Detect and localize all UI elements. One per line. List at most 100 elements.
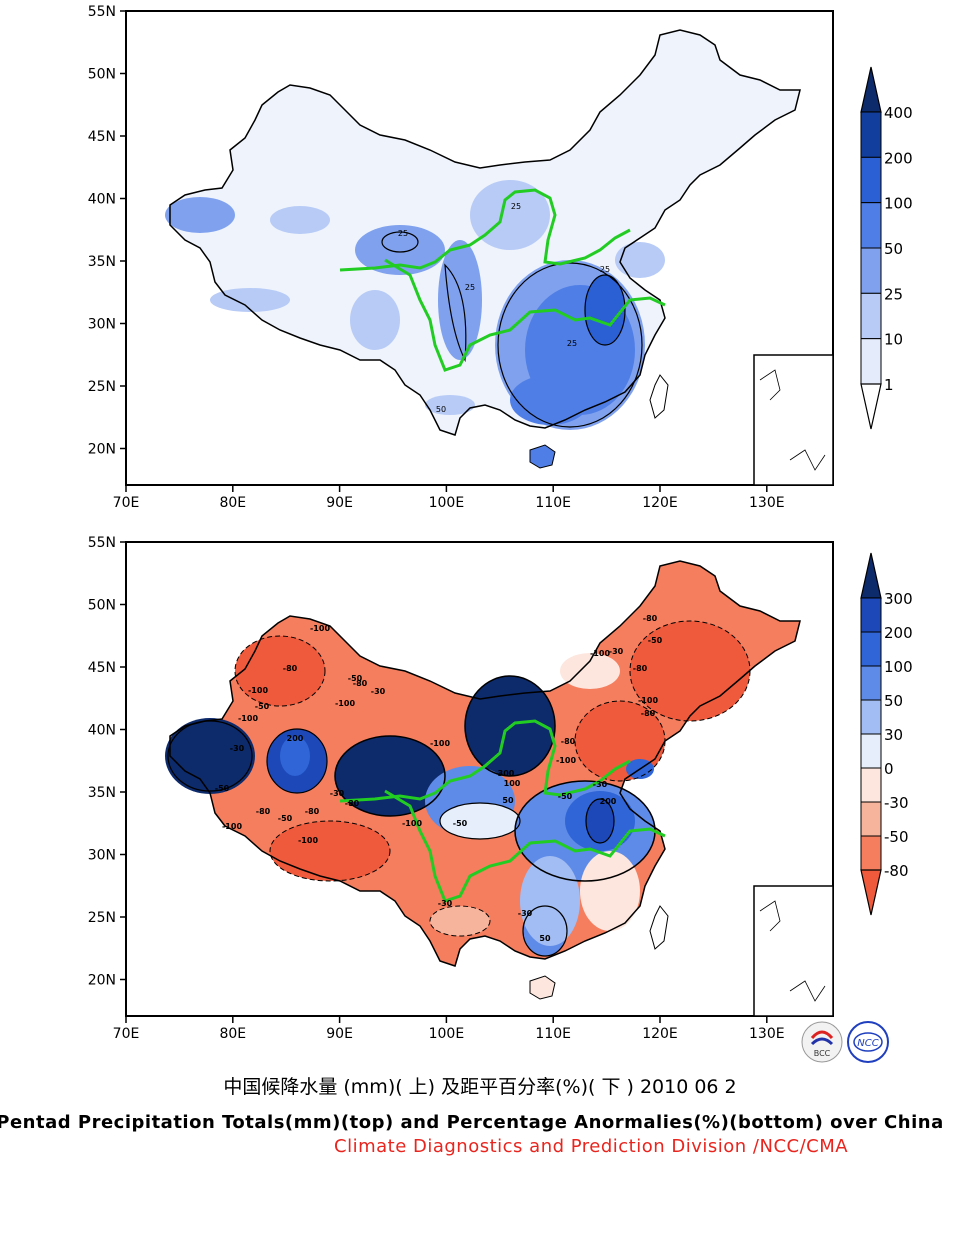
legend-label: 50	[884, 240, 903, 258]
contour-label: -80	[283, 664, 298, 673]
contour-label: 50	[539, 934, 551, 943]
legend-swatch	[860, 801, 882, 837]
contour-label: -50	[215, 784, 230, 793]
contour-label: -80	[256, 807, 271, 816]
legend-label: 200	[884, 624, 913, 642]
lon-tick-label: 70E	[113, 495, 140, 511]
legend-label: 30	[884, 726, 903, 744]
legend-label: -50	[884, 828, 909, 846]
legend-label: -80	[884, 862, 909, 880]
contour-label: -30	[593, 780, 608, 789]
lat-tick-label: 20N	[88, 973, 116, 989]
english-title: Pentad Precipitation Totals(mm)(top) and…	[0, 1112, 944, 1133]
precip-patch	[425, 395, 475, 415]
contour-label: -30	[518, 909, 533, 918]
lat-tick-label: 45N	[88, 129, 116, 145]
chinese-title: 中国候降水量 (mm)( 上) 及距平百分率(%)( 下 ) 2010 06 2	[223, 1076, 737, 1098]
contour-label: -100	[430, 739, 450, 748]
contour-label: -50	[453, 819, 468, 828]
legend-label: 100	[884, 658, 913, 676]
anomaly-patch	[335, 736, 445, 816]
legend-swatch	[860, 156, 882, 204]
contour-label: 200	[600, 797, 617, 806]
contour-label: 50	[502, 796, 514, 805]
legend-arrow-bottom	[860, 869, 882, 916]
lat-tick-label: 55N	[88, 535, 116, 551]
lat-tick-label: 35N	[88, 785, 116, 801]
legend-arrow-bottom	[860, 383, 882, 430]
anomaly-patch	[440, 803, 520, 839]
legend-label: -30	[884, 794, 909, 812]
lat-tick-label: 30N	[88, 317, 116, 333]
contour-label: -50	[648, 636, 663, 645]
contour-label: 200	[287, 734, 304, 743]
lon-tick-label: 100E	[429, 1026, 465, 1042]
legend-label: 400	[884, 104, 913, 122]
precip-patch	[210, 288, 290, 312]
contour-label: -100	[638, 696, 658, 705]
anomaly-patch	[520, 856, 580, 946]
legend-swatch	[860, 202, 882, 249]
yellow-river	[339, 188, 631, 272]
contour-label: 100	[504, 779, 521, 788]
ncc-logo: NCC	[847, 1021, 889, 1063]
contour-label: -100	[222, 822, 242, 831]
lon-tick-label: 90E	[326, 1026, 353, 1042]
lat-tick-label: 50N	[88, 67, 116, 83]
yangtze-river	[384, 258, 666, 372]
lon-tick-label: 130E	[749, 1026, 785, 1042]
contour-label: 50	[436, 405, 446, 414]
legend-label: 25	[884, 285, 903, 303]
contour-label: -100	[298, 836, 318, 845]
contour-label: -30	[371, 687, 386, 696]
legend-arrow-top	[860, 552, 882, 599]
legend-swatch	[860, 733, 882, 769]
lat-tick-label: 45N	[88, 660, 116, 676]
contour-label: -50	[558, 792, 573, 801]
contour-label: -100	[590, 649, 610, 658]
lat-tick-label: 25N	[88, 910, 116, 926]
contour-label: 25	[600, 265, 610, 274]
precip-patch	[510, 375, 590, 425]
legend-swatch	[860, 597, 882, 633]
top-map: 25 25 25 25 50 25 55N 50N 45N 40N 35N 30N 25N 20N 70E…	[88, 4, 913, 511]
lon-tick-label: 130E	[749, 495, 785, 511]
lon-tick-label: 120E	[642, 495, 678, 511]
legend-swatch	[860, 835, 882, 871]
anomaly-patch	[270, 821, 390, 881]
legend-label: 100	[884, 195, 913, 213]
lon-tick-label: 70E	[113, 1026, 140, 1042]
precip-patch	[270, 206, 330, 234]
contour-label: -80	[305, 807, 320, 816]
lat-tick-label: 35N	[88, 254, 116, 270]
lon-tick-label: 110E	[535, 495, 571, 511]
legend-swatch	[860, 111, 882, 158]
precip-patch	[165, 197, 235, 233]
contour-label: -100	[402, 819, 422, 828]
contour-label: -80	[641, 709, 656, 718]
anomaly-patch	[586, 799, 614, 843]
contour-label: -30	[609, 647, 624, 656]
legend-swatch	[860, 631, 882, 667]
lat-tick-label: 25N	[88, 379, 116, 395]
yellow-river	[339, 719, 631, 803]
lat-tick-label: 20N	[88, 442, 116, 458]
legend-swatch	[860, 767, 882, 803]
legend-arrow-top	[860, 66, 882, 113]
contour-label: 300	[498, 769, 515, 778]
ncc-logo-text: NCC	[857, 1038, 878, 1049]
contour-label: -100	[248, 686, 268, 695]
contour-label: -50	[348, 674, 363, 683]
lon-tick-label: 110E	[535, 1026, 571, 1042]
contour-label: 25	[511, 202, 521, 211]
contour-label: -80	[561, 737, 576, 746]
contour-label: -100	[556, 756, 576, 765]
legend-swatch	[860, 699, 882, 735]
precip-patch	[355, 225, 445, 275]
contour-label: -80	[633, 664, 648, 673]
contour-label: -30	[438, 899, 453, 908]
lon-tick-label: 80E	[219, 495, 246, 511]
legend-label: 300	[884, 590, 913, 608]
anomaly-patch	[560, 653, 620, 689]
